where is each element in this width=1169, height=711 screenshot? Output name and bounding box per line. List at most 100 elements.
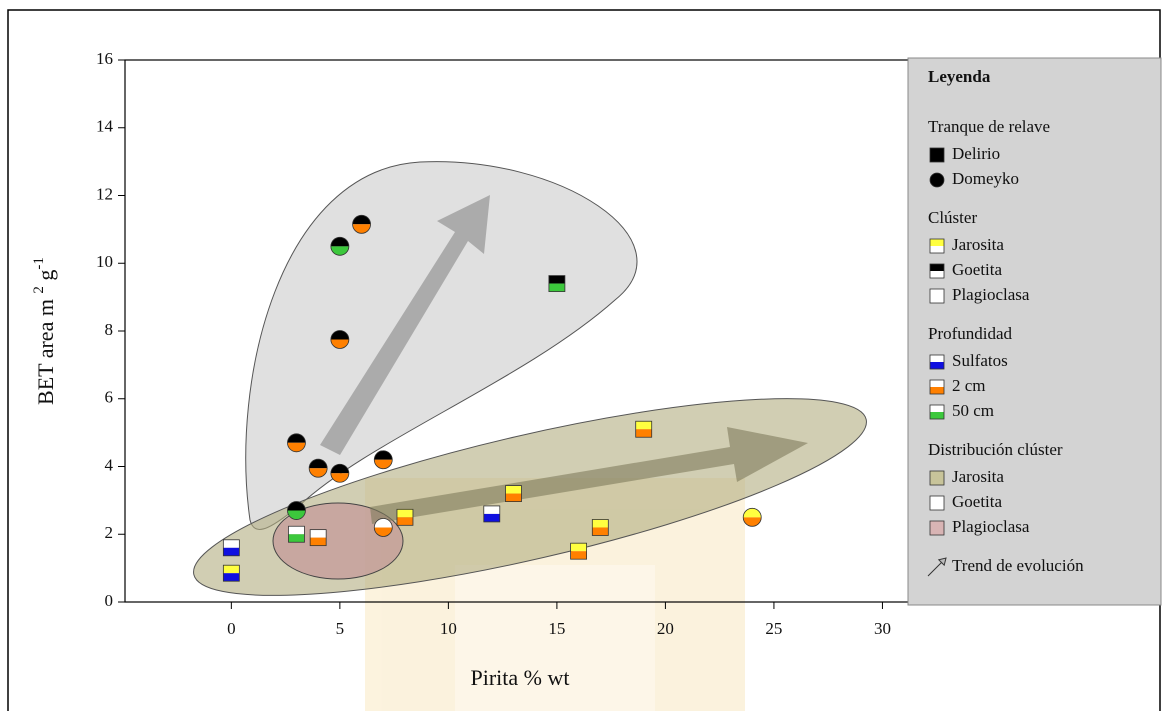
marker-bottom <box>287 442 306 452</box>
marker-outline <box>352 214 371 234</box>
marker-outline <box>929 288 945 304</box>
marker <box>222 539 240 557</box>
marker-top <box>930 173 944 180</box>
legend-box <box>907 57 1162 606</box>
y-axis-label-part: 2 <box>31 286 47 294</box>
marker <box>929 238 945 254</box>
marker-outline <box>330 236 350 256</box>
marker-outline <box>483 505 501 523</box>
marker-outline <box>635 420 653 438</box>
marker-outline <box>929 147 945 163</box>
y-tick-label: 8 <box>105 320 114 339</box>
marker <box>929 354 945 370</box>
marker-arrow <box>927 557 947 577</box>
marker <box>352 214 371 234</box>
marker-top <box>930 289 944 296</box>
legend-group-title: Distribución clúster <box>928 440 1063 459</box>
marker-bottom <box>930 246 944 253</box>
marker <box>373 518 393 537</box>
marker <box>929 495 945 511</box>
marker-outline <box>929 404 945 420</box>
marker-outline <box>929 263 945 279</box>
marker <box>330 330 350 349</box>
y-tick-label: 6 <box>105 388 114 407</box>
marker <box>287 433 306 453</box>
marker-outline <box>308 458 328 478</box>
marker-outline <box>929 495 945 511</box>
marker-outline <box>330 330 350 349</box>
marker <box>929 288 945 304</box>
marker-bottom <box>396 517 413 526</box>
y-tick-label: 14 <box>96 117 114 136</box>
marker-top <box>288 526 305 535</box>
legend-group-title: Tranque de relave <box>928 117 1050 136</box>
y-tick-label: 2 <box>105 523 114 542</box>
marker-bottom <box>930 503 944 510</box>
marker-top <box>330 464 349 474</box>
marker-top <box>743 508 762 518</box>
marker-outline <box>742 507 762 527</box>
marker <box>309 529 327 547</box>
marker-top <box>310 529 327 538</box>
marker <box>330 463 350 483</box>
marker-top <box>352 215 371 225</box>
x-tick-label: 30 <box>874 619 891 638</box>
marker <box>330 236 350 256</box>
legend-label: Sulfatos <box>952 351 1008 370</box>
marker-top <box>287 433 306 443</box>
marker-top <box>483 505 500 514</box>
marker-top <box>505 485 522 494</box>
marker-outline <box>222 539 240 557</box>
legend-label: Delirio <box>952 144 1000 163</box>
marker <box>373 450 393 470</box>
regions <box>193 161 867 596</box>
marker <box>591 519 609 536</box>
marker <box>929 172 945 188</box>
marker <box>929 520 945 536</box>
marker <box>548 275 566 292</box>
legend-label: Domeyko <box>952 169 1019 188</box>
marker-top <box>396 509 413 518</box>
marker-top <box>548 275 565 284</box>
marker-bottom <box>483 513 500 522</box>
marker <box>927 557 947 577</box>
legend-label: Goetita <box>952 260 1002 279</box>
marker <box>929 470 945 486</box>
x-tick-label: 20 <box>657 619 674 638</box>
marker-bottom <box>330 473 349 483</box>
marker-bottom <box>288 534 305 543</box>
marker-bottom <box>592 527 609 536</box>
marker-bottom <box>743 517 762 527</box>
marker-bottom <box>930 271 944 278</box>
y-axis-label-part: g <box>33 270 58 281</box>
watermark-shape <box>455 565 655 711</box>
y-tick-label: 10 <box>96 252 113 271</box>
marker-top <box>930 521 944 528</box>
y-tick-label: 4 <box>105 455 114 474</box>
marker-top <box>930 148 944 155</box>
marker-bottom <box>930 528 944 535</box>
marker-bottom <box>223 547 240 556</box>
legend-label: 50 cm <box>952 401 994 420</box>
y-axis-label: BET area m 2 g-1 <box>31 257 58 405</box>
marker-outline <box>505 485 522 503</box>
legend-label: 2 cm <box>952 376 986 395</box>
marker-top <box>930 264 944 271</box>
marker-bottom <box>635 429 652 438</box>
marker-bottom <box>374 459 393 469</box>
marker-outline <box>929 354 945 370</box>
marker-bottom <box>330 246 349 256</box>
marker-outline <box>373 518 393 537</box>
marker-top <box>374 450 393 460</box>
marker-outline <box>288 525 305 543</box>
y-axis-label-part: -1 <box>31 257 47 270</box>
marker-bottom <box>930 412 944 419</box>
marker-outline <box>929 470 945 486</box>
legend-label: Jarosita <box>952 235 1004 254</box>
marker-top <box>930 239 944 246</box>
plagioclasa-region <box>272 502 404 580</box>
marker <box>287 501 306 520</box>
legend-title: Leyenda <box>928 67 991 86</box>
marker-top <box>930 355 944 362</box>
marker-top <box>930 471 944 478</box>
